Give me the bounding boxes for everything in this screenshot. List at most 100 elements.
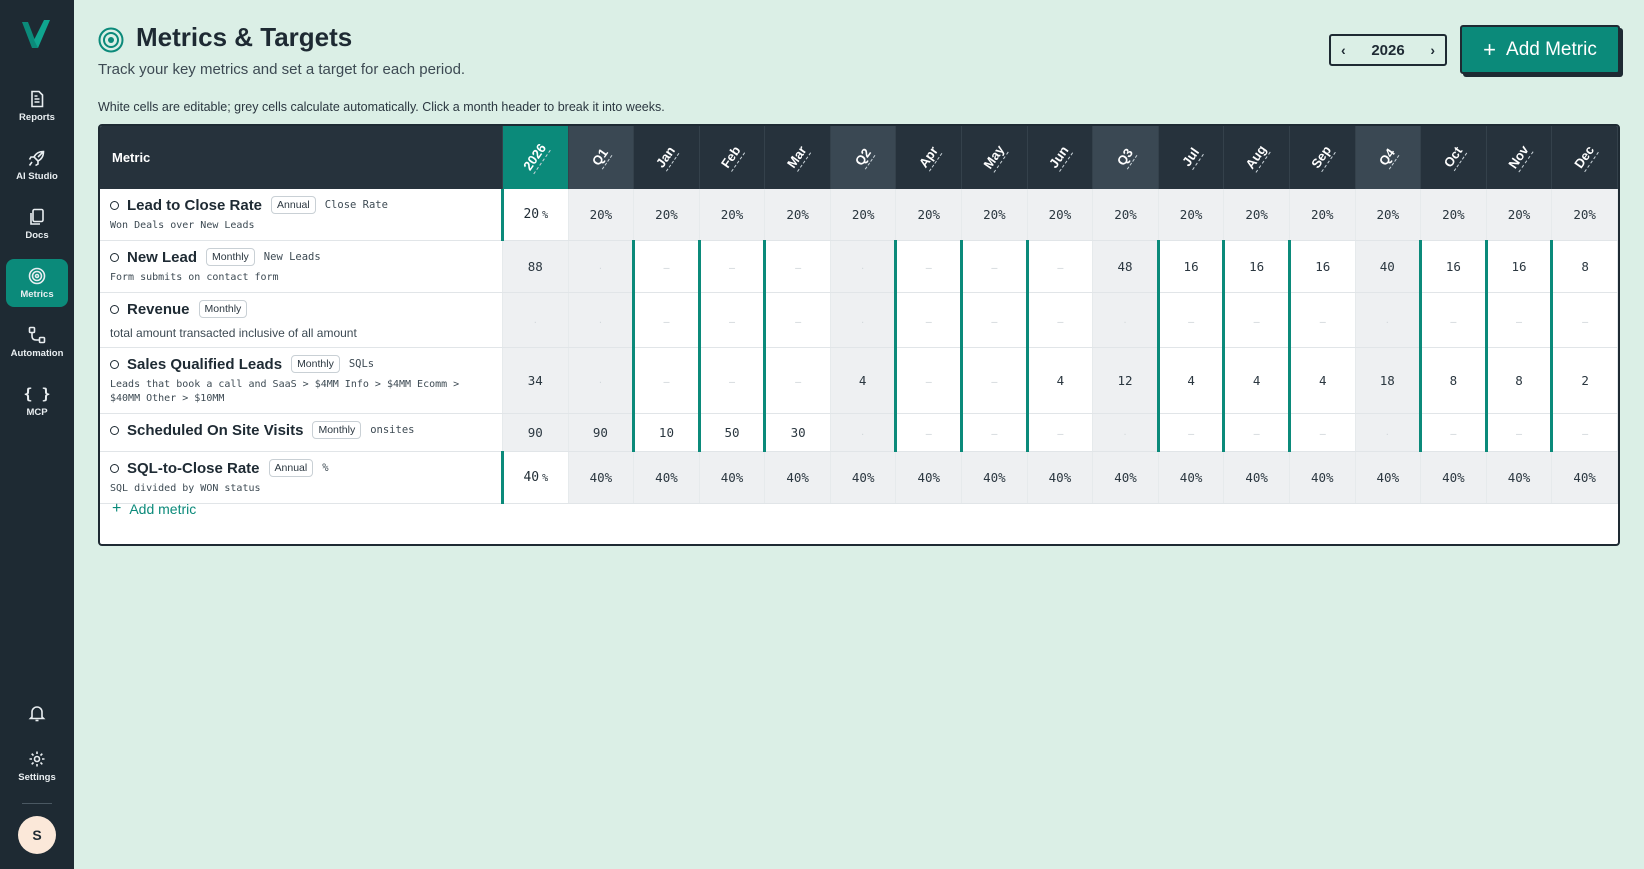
value-cell-feb[interactable]: – (697, 292, 766, 348)
cell-value: 40% (1245, 470, 1268, 485)
value-cell-aug[interactable]: 4 (1222, 347, 1290, 414)
cell-value: 40% (983, 470, 1006, 485)
sidebar-item-reports[interactable]: Reports (6, 82, 68, 130)
metric-cell[interactable]: Revenue Monthly total amount transacted in… (100, 292, 504, 348)
value-cell-feb[interactable]: – (697, 347, 766, 414)
value-cell-oct[interactable]: – (1419, 413, 1487, 452)
add-metric-row-button[interactable]: + Add metric (112, 500, 196, 518)
radio-icon[interactable] (110, 463, 119, 473)
column-header-jul[interactable]: Jul (1158, 126, 1225, 189)
value-cell-jun[interactable]: – (1025, 413, 1094, 452)
value-cell-oct[interactable]: – (1419, 292, 1487, 348)
sidebar-item-docs[interactable]: Docs (6, 200, 68, 248)
value-cell-oct[interactable]: 16 (1419, 240, 1487, 293)
value-cell-mar[interactable]: – (763, 240, 831, 293)
value-cell-sep[interactable]: 4 (1287, 347, 1356, 414)
sidebar-item-mcp[interactable]: { } MCP (6, 377, 68, 425)
column-header-dec[interactable]: Dec (1551, 126, 1618, 189)
metric-cell[interactable]: Sales Qualified Leads Monthly SQLs Leads th… (100, 347, 504, 414)
cell-value: – (925, 429, 932, 440)
cell-value: – (991, 429, 998, 440)
value-cell-may[interactable]: – (960, 240, 1028, 293)
chevron-right-icon[interactable]: › (1430, 42, 1435, 58)
column-header-label: Jul (1178, 144, 1204, 171)
period-badge: Monthly (312, 421, 362, 439)
value-cell-aug[interactable]: 16 (1222, 240, 1290, 293)
chevron-left-icon[interactable]: ‹ (1341, 42, 1346, 58)
value-cell-jan[interactable]: 10 (632, 413, 700, 452)
column-header-oct[interactable]: Oct (1420, 126, 1487, 189)
column-header-jun[interactable]: Jun (1027, 126, 1094, 189)
radio-icon[interactable] (110, 252, 119, 262)
column-header-nov[interactable]: Nov (1486, 126, 1553, 189)
value-cell-dec[interactable]: 8 (1550, 240, 1618, 293)
value-cell-dec[interactable]: – (1550, 292, 1618, 348)
value-cell-apr[interactable]: – (894, 240, 963, 293)
metric-cell[interactable]: SQL-to-Close Rate Annual% SQL divided by W… (100, 451, 504, 504)
value-cell-oct[interactable]: 8 (1419, 347, 1487, 414)
column-header-jan[interactable]: Jan (633, 126, 700, 189)
value-cell-feb[interactable]: – (697, 240, 766, 293)
value-cell-apr[interactable]: – (894, 347, 963, 414)
radio-icon[interactable] (110, 200, 119, 210)
value-cell-jan[interactable]: – (632, 347, 700, 414)
value-cell-jun[interactable]: 4 (1025, 347, 1094, 414)
cell-value: 12 (1117, 373, 1133, 388)
sidebar-item-automation[interactable]: Automation (6, 318, 68, 366)
column-header-apr[interactable]: Apr (895, 126, 963, 189)
value-cell-mar[interactable]: – (763, 292, 831, 348)
metric-cell[interactable]: Lead to Close Rate Annual Close Rate Won De… (100, 189, 504, 241)
value-cell-jun[interactable]: – (1025, 292, 1094, 348)
avatar[interactable]: S (18, 816, 56, 854)
sidebar-item-metrics[interactable]: Metrics (6, 259, 68, 307)
notifications-button[interactable] (6, 689, 68, 737)
value-cell-feb[interactable]: 50 (697, 413, 766, 452)
radio-icon[interactable] (110, 425, 119, 435)
value-cell-2026[interactable]: 40% (501, 451, 569, 504)
cell-value: – (729, 316, 736, 328)
sidebar-item-settings[interactable]: Settings (6, 742, 68, 790)
column-header-sep[interactable]: Sep (1289, 126, 1356, 189)
value-cell-sep[interactable]: 16 (1287, 240, 1356, 293)
value-cell-aug[interactable]: – (1222, 413, 1290, 452)
value-cell-jul[interactable]: – (1156, 413, 1225, 452)
value-cell-mar[interactable]: – (763, 347, 831, 414)
radio-icon[interactable] (110, 359, 119, 369)
value-cell-jun[interactable]: – (1025, 240, 1094, 293)
value-cell-apr[interactable]: – (894, 413, 963, 452)
value-cell-aug[interactable]: – (1222, 292, 1290, 348)
value-cell-nov[interactable]: – (1484, 413, 1553, 452)
value-cell-may[interactable]: – (960, 347, 1028, 414)
column-header-label: Nov (1504, 142, 1533, 173)
column-header-aug[interactable]: Aug (1223, 126, 1290, 189)
value-cell-jul[interactable]: 4 (1156, 347, 1225, 414)
value-cell-jul[interactable]: 16 (1156, 240, 1225, 293)
value-cell-nov[interactable]: – (1484, 292, 1553, 348)
value-cell-sep[interactable]: – (1287, 292, 1356, 348)
value-cell-dec: 40% (1551, 451, 1618, 504)
value-cell-mar[interactable]: 30 (763, 413, 831, 452)
column-header-may[interactable]: May (961, 126, 1028, 189)
metric-cell[interactable]: New Lead Monthly New Leads Form submits on … (100, 240, 504, 293)
value-cell-sep[interactable]: – (1287, 413, 1356, 452)
cell-value: 8 (1449, 373, 1458, 388)
value-cell-jan[interactable]: – (632, 240, 700, 293)
value-cell-jul[interactable]: – (1156, 292, 1225, 348)
value-cell-dec[interactable]: – (1550, 413, 1618, 452)
value-cell-may[interactable]: – (960, 413, 1028, 452)
value-cell-2026[interactable]: 20% (501, 189, 569, 241)
metric-cell[interactable]: Scheduled On Site Visits Monthly onsites (100, 413, 504, 452)
add-metric-button[interactable]: + Add Metric (1460, 25, 1620, 74)
radio-icon[interactable] (110, 304, 119, 314)
value-cell-nov[interactable]: 16 (1484, 240, 1553, 293)
value-cell-jan[interactable]: – (632, 292, 700, 348)
value-cell-dec[interactable]: 2 (1550, 347, 1618, 414)
column-header-feb[interactable]: Feb (699, 126, 766, 189)
value-cell-nov[interactable]: 8 (1484, 347, 1553, 414)
value-cell-may[interactable]: – (960, 292, 1028, 348)
app-logo[interactable] (20, 18, 52, 52)
column-header-mar[interactable]: Mar (764, 126, 831, 189)
sidebar-item-ai-studio[interactable]: AI Studio (6, 141, 68, 189)
value-cell-apr[interactable]: – (894, 292, 963, 348)
value-cell-jul: 20% (1158, 189, 1225, 241)
